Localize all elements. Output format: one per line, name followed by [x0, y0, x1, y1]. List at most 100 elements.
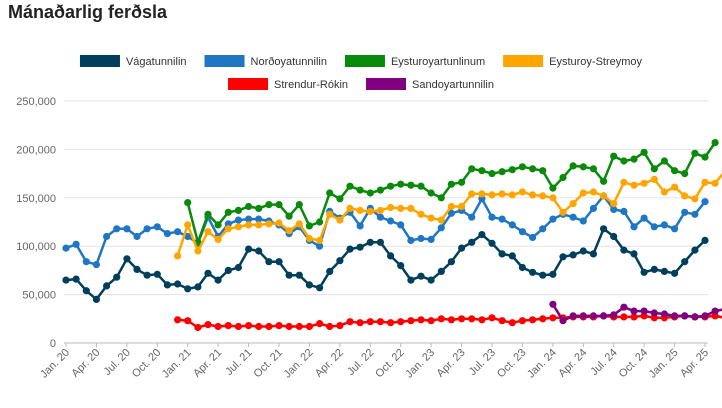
data-point: [589, 312, 598, 320]
data-point: [589, 250, 598, 258]
data-point: [275, 201, 283, 209]
data-point: [103, 282, 111, 290]
data-point: [356, 222, 364, 230]
x-tick-label: Jan. 21: [160, 347, 194, 381]
data-point: [407, 204, 415, 212]
data-point: [711, 139, 719, 147]
data-point: [579, 247, 587, 255]
data-point: [488, 239, 496, 247]
data-point: [346, 182, 354, 190]
data-point: [650, 223, 658, 231]
data-point: [529, 316, 537, 324]
data-point: [92, 261, 100, 269]
data-point: [143, 225, 151, 233]
data-point: [316, 218, 324, 226]
data-point: [245, 215, 253, 223]
data-point: [691, 246, 699, 254]
data-point: [92, 295, 100, 303]
data-point: [529, 165, 537, 173]
data-point: [640, 214, 648, 222]
chart-title: Mánaðarlig ferðsla: [8, 2, 168, 22]
data-point: [305, 322, 313, 331]
data-point: [630, 250, 638, 258]
data-point: [671, 167, 679, 175]
data-point: [691, 313, 699, 321]
data-point: [549, 314, 557, 322]
data-point: [174, 252, 182, 260]
data-point: [295, 322, 303, 331]
data-point: [366, 207, 374, 215]
data-point: [427, 317, 435, 325]
x-tick-label: Jan. 24: [525, 347, 559, 381]
data-point: [245, 221, 253, 229]
data-point: [559, 253, 567, 261]
data-point: [650, 265, 658, 273]
data-point: [376, 318, 384, 326]
data-point: [123, 225, 131, 233]
data-point: [640, 268, 648, 276]
data-point: [478, 190, 486, 198]
data-point: [346, 245, 354, 253]
data-point: [488, 314, 496, 322]
data-point: [559, 208, 567, 216]
legend-item: Eysturoy-Streymoy: [503, 55, 643, 68]
data-point: [356, 206, 364, 214]
x-tick-label: Apr. 25: [678, 347, 711, 380]
data-point: [407, 236, 415, 244]
data-point: [295, 271, 303, 279]
data-point: [620, 303, 628, 311]
data-point: [671, 225, 679, 233]
data-point: [610, 205, 618, 213]
data-point: [498, 215, 506, 223]
data-point: [569, 200, 577, 208]
data-point: [488, 170, 496, 178]
data-point: [427, 214, 435, 222]
data-point: [468, 315, 476, 323]
data-point: [214, 322, 222, 331]
data-point: [153, 223, 161, 231]
data-point: [387, 182, 395, 190]
data-point: [518, 317, 527, 325]
data-point: [417, 182, 425, 190]
data-point: [498, 168, 506, 176]
legend-label: Vágatunnilin: [126, 56, 187, 68]
data-point: [275, 258, 283, 266]
data-point: [518, 263, 527, 272]
x-tick-label: Jul. 24: [588, 347, 619, 378]
series-Strendur-Rókin: [174, 312, 722, 332]
data-point: [113, 225, 121, 233]
data-point: [316, 320, 324, 328]
data-point: [447, 258, 455, 266]
legend-swatch: [228, 78, 269, 90]
data-point: [671, 269, 679, 277]
data-point: [539, 192, 547, 200]
data-point: [336, 216, 344, 224]
data-point: [326, 267, 334, 275]
data-point: [589, 165, 598, 173]
data-point: [468, 190, 476, 198]
data-point: [498, 190, 506, 198]
data-point: [650, 175, 658, 183]
data-point: [600, 225, 608, 233]
data-point: [285, 271, 293, 279]
data-point: [660, 267, 669, 275]
data-point: [701, 178, 709, 186]
data-point: [518, 188, 527, 196]
x-tick-label: Jul. 23: [467, 347, 498, 378]
data-point: [478, 231, 486, 239]
data-point: [417, 272, 425, 280]
data-point: [387, 319, 395, 327]
data-point: [640, 148, 648, 156]
y-tick-label: 0: [50, 338, 56, 350]
x-tick-label: Jul. 21: [223, 347, 254, 378]
data-point: [356, 319, 364, 327]
data-point: [681, 258, 689, 266]
x-tick-label: Apr. 24: [556, 347, 589, 380]
data-point: [600, 312, 608, 320]
data-point: [579, 163, 587, 171]
x-tick-label: Jan. 20: [38, 347, 72, 381]
data-point: [407, 317, 415, 325]
data-point: [447, 209, 455, 217]
data-point: [305, 234, 313, 243]
data-point: [539, 271, 547, 279]
